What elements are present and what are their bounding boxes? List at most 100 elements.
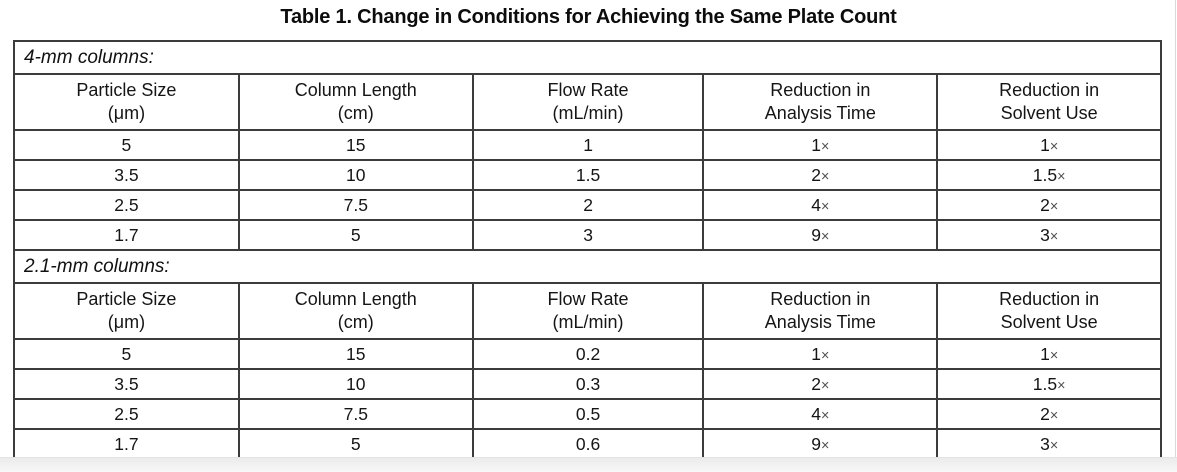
data-cell: 3.5 <box>13 368 240 400</box>
table-row: 5 15 0.2 1× 1× <box>13 338 1162 370</box>
header-line: Particle Size <box>76 288 177 309</box>
table-row: 2.5 7.5 2 4× 2× <box>13 189 1162 221</box>
data-cell: 2× <box>936 189 1162 221</box>
table-row: 1.7 5 0.6 9× 3× <box>13 428 1162 460</box>
section-label-row: 2.1-mm columns: <box>13 249 1162 284</box>
table-row: 1.7 5 3 9× 3× <box>13 219 1162 251</box>
section-label-2-1mm: 2.1-mm columns: <box>13 249 1162 284</box>
header-unit: (cm) <box>337 103 374 123</box>
header-cell-particle-size: Particle Size (μm) <box>13 282 240 340</box>
data-cell: 3.5 <box>13 159 240 191</box>
header-row: Particle Size (μm) Column Length (cm) Fl… <box>13 73 1162 131</box>
data-cell: 2× <box>702 368 939 400</box>
header-unit: (mL/min) <box>552 103 624 123</box>
multiply-sign: × <box>1049 437 1059 454</box>
section-label-row: 4-mm columns: <box>13 40 1162 75</box>
data-cell: 10 <box>237 368 474 400</box>
data-cell: 0.6 <box>471 428 705 460</box>
data-cell: 1.5 <box>471 159 705 191</box>
header-cell-column-length: Column Length (cm) <box>237 282 474 340</box>
multiply-sign: × <box>820 407 830 424</box>
page-edge-divider <box>1175 0 1176 457</box>
multiply-sign: × <box>1049 198 1059 215</box>
data-cell: 0.5 <box>471 398 705 430</box>
multiply-sign: × <box>820 138 830 155</box>
data-cell: 2.5 <box>13 189 240 221</box>
data-cell: 3× <box>936 219 1162 251</box>
data-cell: 7.5 <box>237 398 474 430</box>
header-line: Column Length <box>294 79 417 100</box>
data-cell: 2× <box>936 398 1162 430</box>
header-line: Flow Rate <box>547 288 629 309</box>
section-4mm: 4-mm columns: Particle Size (μm) Column … <box>13 40 1162 251</box>
data-cell: 9× <box>702 219 939 251</box>
data-cell: 1× <box>936 338 1162 370</box>
data-cell: 15 <box>237 129 474 161</box>
data-cell: 1.7 <box>13 219 240 251</box>
header-line: Solvent Use <box>1000 312 1098 332</box>
multiply-sign: × <box>820 228 830 245</box>
header-cell-reduction-analysis-time: Reduction in Analysis Time <box>702 282 939 340</box>
data-cell: 4× <box>702 398 939 430</box>
table-row: 5 15 1 1× 1× <box>13 129 1162 161</box>
multiply-sign: × <box>820 377 830 394</box>
data-cell: 9× <box>702 428 939 460</box>
header-line: Analysis Time <box>764 103 876 123</box>
data-cell: 1× <box>702 338 939 370</box>
data-cell: 1 <box>471 129 705 161</box>
header-unit: (cm) <box>337 312 374 332</box>
table-row: 3.5 10 0.3 2× 1.5× <box>13 368 1162 400</box>
header-cell-flow-rate: Flow Rate (mL/min) <box>471 282 705 340</box>
header-cell-particle-size: Particle Size (μm) <box>13 73 240 131</box>
multiply-sign: × <box>820 198 830 215</box>
multiply-sign: × <box>1049 138 1059 155</box>
header-line: Reduction in <box>770 79 871 100</box>
data-cell: 5 <box>237 428 474 460</box>
data-cell: 5 <box>13 129 240 161</box>
data-cell: 2.5 <box>13 398 240 430</box>
data-cell: 4× <box>702 189 939 221</box>
conditions-table: 4-mm columns: Particle Size (μm) Column … <box>13 40 1162 460</box>
data-cell: 2 <box>471 189 705 221</box>
data-cell: 0.2 <box>471 338 705 370</box>
header-line: Reduction in <box>770 288 871 309</box>
header-line: Reduction in <box>999 288 1100 309</box>
header-cell-reduction-solvent-use: Reduction in Solvent Use <box>936 73 1162 131</box>
header-unit: (μm) <box>107 312 146 332</box>
data-cell: 10 <box>237 159 474 191</box>
data-cell: 1.5× <box>936 159 1162 191</box>
header-cell-flow-rate: Flow Rate (mL/min) <box>471 73 705 131</box>
table-row: 2.5 7.5 0.5 4× 2× <box>13 398 1162 430</box>
bottom-scrollbar-strip <box>0 457 1177 472</box>
data-cell: 1× <box>702 129 939 161</box>
header-line: Reduction in <box>999 79 1100 100</box>
data-cell: 5 <box>237 219 474 251</box>
data-cell: 1.5× <box>936 368 1162 400</box>
header-line: Column Length <box>294 288 417 309</box>
data-cell: 15 <box>237 338 474 370</box>
data-cell: 5 <box>13 338 240 370</box>
header-line: Flow Rate <box>547 79 629 100</box>
multiply-sign: × <box>1057 377 1066 394</box>
header-unit: (mL/min) <box>552 312 624 332</box>
multiply-sign: × <box>820 168 830 185</box>
header-row: Particle Size (μm) Column Length (cm) Fl… <box>13 282 1162 340</box>
data-cell: 0.3 <box>471 368 705 400</box>
header-cell-reduction-solvent-use: Reduction in Solvent Use <box>936 282 1162 340</box>
multiply-sign: × <box>1049 228 1059 245</box>
multiply-sign: × <box>1049 407 1059 424</box>
multiply-sign: × <box>820 347 830 364</box>
header-cell-reduction-analysis-time: Reduction in Analysis Time <box>702 73 939 131</box>
multiply-sign: × <box>820 437 830 454</box>
section-2-1mm: 2.1-mm columns: Particle Size (μm) Colum… <box>13 249 1162 460</box>
data-cell: 3 <box>471 219 705 251</box>
data-cell: 7.5 <box>237 189 474 221</box>
header-cell-column-length: Column Length (cm) <box>237 73 474 131</box>
header-line: Solvent Use <box>1000 103 1098 123</box>
header-line: Analysis Time <box>764 312 876 332</box>
header-line: Particle Size <box>76 79 177 100</box>
data-cell: 1× <box>936 129 1162 161</box>
data-cell: 3× <box>936 428 1162 460</box>
data-cell: 1.7 <box>13 428 240 460</box>
